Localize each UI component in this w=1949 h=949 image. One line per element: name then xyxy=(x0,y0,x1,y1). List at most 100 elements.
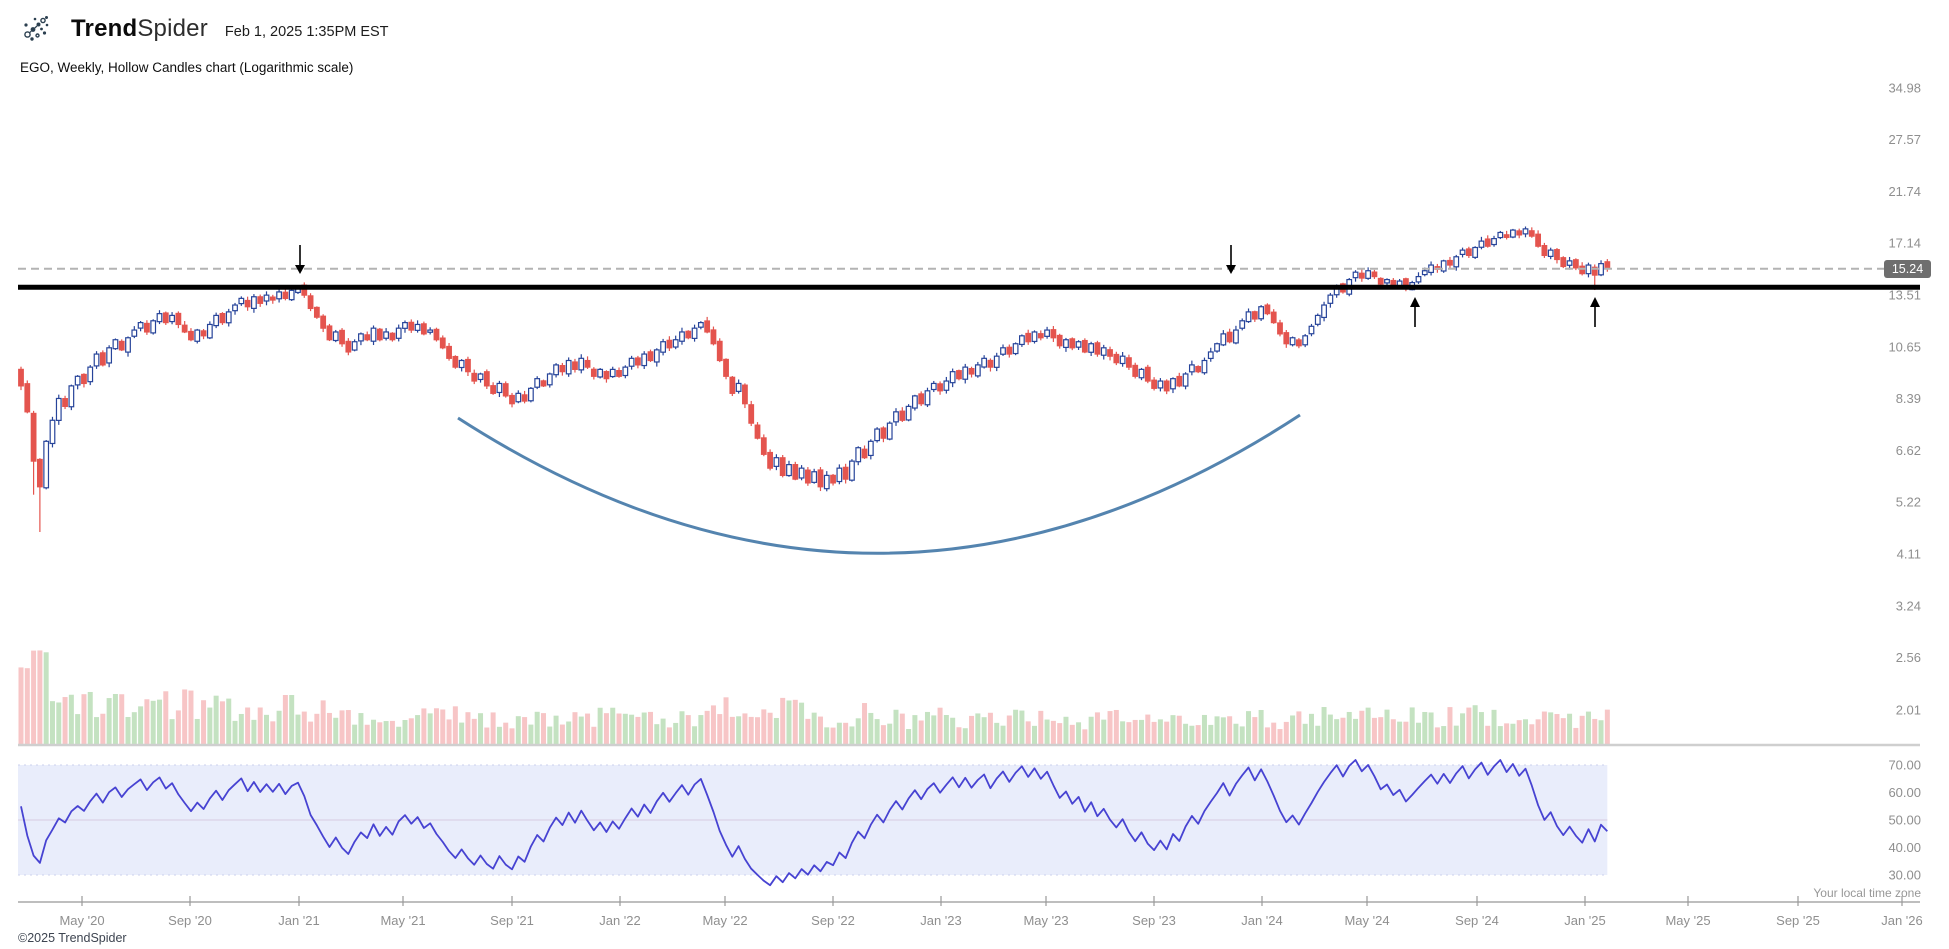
candle xyxy=(823,474,830,490)
price-axis-label: 8.39 xyxy=(1896,391,1921,406)
candle xyxy=(1094,342,1101,355)
candle xyxy=(1541,245,1548,257)
candle xyxy=(1245,311,1252,323)
candle xyxy=(553,364,559,376)
header: TrendSpider Feb 1, 2025 1:35PM EST xyxy=(20,12,389,46)
volume-bar xyxy=(1227,716,1233,744)
candle xyxy=(1440,260,1447,272)
candle xyxy=(760,437,767,455)
volume-bar xyxy=(603,713,609,744)
time-axis-label: Jan '24 xyxy=(1241,913,1283,928)
candle xyxy=(339,329,345,345)
volume-bar xyxy=(918,720,924,744)
volume-bar xyxy=(736,716,742,744)
candle xyxy=(861,448,868,459)
candle xyxy=(1226,331,1233,343)
volume-bar xyxy=(282,694,288,744)
candle xyxy=(175,312,182,326)
volume-bar xyxy=(371,719,377,744)
time-axis-label: Sep '23 xyxy=(1132,913,1176,928)
candle xyxy=(1560,257,1567,268)
candle xyxy=(477,373,484,381)
volume-bar xyxy=(81,694,87,744)
volume-bar xyxy=(1170,715,1176,744)
volume-bar xyxy=(1403,721,1409,744)
volume-bar xyxy=(352,724,358,744)
volume-bar xyxy=(1485,725,1491,744)
candle xyxy=(697,322,704,328)
volume-bar xyxy=(320,700,326,744)
annotations[interactable] xyxy=(18,245,1920,555)
up-arrow[interactable] xyxy=(1410,297,1420,327)
volume-bar xyxy=(899,713,905,744)
volume-bar xyxy=(641,712,647,744)
candle xyxy=(704,320,711,333)
volume-bar xyxy=(459,722,465,744)
candle xyxy=(313,306,320,318)
volume-bar xyxy=(421,708,427,744)
candle xyxy=(1484,238,1491,247)
candle xyxy=(1604,261,1611,270)
volume-bar xyxy=(1567,713,1573,744)
volume-bar xyxy=(415,715,421,744)
candle xyxy=(376,328,383,341)
candle xyxy=(1144,366,1151,382)
time-axis-label: May '20 xyxy=(59,913,104,928)
volume-bar xyxy=(18,667,24,744)
volume-bar xyxy=(1113,709,1119,744)
candle xyxy=(446,345,452,359)
candle xyxy=(36,458,43,488)
candle xyxy=(1302,335,1309,346)
volume-bar xyxy=(232,720,238,744)
volume-bar xyxy=(446,719,452,744)
volume-bar xyxy=(1308,713,1314,744)
volume-bar xyxy=(131,712,137,744)
candle xyxy=(106,347,113,364)
candle xyxy=(320,315,327,329)
volume-bar xyxy=(478,713,484,744)
volume-bar xyxy=(24,668,30,744)
candle xyxy=(641,353,648,367)
volume-bar xyxy=(314,713,320,744)
volume-bar xyxy=(119,694,125,744)
volume-bar xyxy=(31,650,37,744)
volume-bar xyxy=(1277,729,1283,744)
candle xyxy=(1050,329,1057,339)
volume-bar xyxy=(496,726,502,744)
volume-bar xyxy=(433,708,439,744)
volume-bar xyxy=(515,716,521,744)
candle xyxy=(395,327,402,339)
candle xyxy=(332,331,339,342)
time-axis-label: May '25 xyxy=(1665,913,1710,928)
volume-bar xyxy=(924,711,930,744)
down-arrow[interactable] xyxy=(1226,245,1236,274)
volume-bar xyxy=(1214,716,1220,744)
volume-bar xyxy=(1038,710,1044,744)
rsi-band xyxy=(18,764,1608,876)
volume-bar xyxy=(622,713,628,744)
volume-bar xyxy=(868,712,874,744)
candle xyxy=(200,330,207,337)
candle xyxy=(1075,341,1082,348)
price-axis-label: 3.24 xyxy=(1896,598,1921,613)
down-arrow[interactable] xyxy=(295,245,305,274)
candle xyxy=(628,357,635,367)
candle xyxy=(1170,378,1176,390)
volume-bar xyxy=(742,713,748,744)
up-arrow[interactable] xyxy=(1590,297,1600,327)
volume-bar xyxy=(1145,714,1151,744)
candle xyxy=(817,469,824,488)
candle xyxy=(402,322,408,329)
volume-bar xyxy=(559,724,565,744)
volume-bar xyxy=(1353,718,1359,744)
candle xyxy=(68,385,75,408)
candle xyxy=(408,321,415,331)
candle xyxy=(779,457,786,477)
candle xyxy=(125,337,131,353)
price-axis-labels: 34.98 27.57 21.74 17.14 13.51 10.65 8.39 6.62 5.… xyxy=(1813,80,1921,900)
candle xyxy=(458,359,465,369)
candle xyxy=(880,427,887,439)
price-axis-label: 2.56 xyxy=(1896,650,1921,665)
volume-bar xyxy=(767,712,773,744)
